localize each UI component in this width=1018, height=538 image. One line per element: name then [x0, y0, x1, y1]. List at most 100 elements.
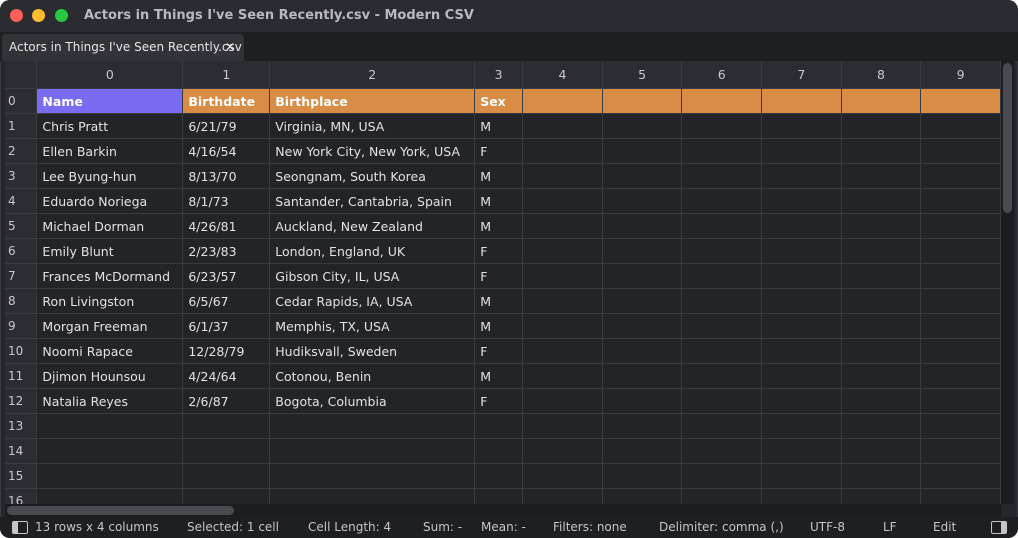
table-cell[interactable] [522, 363, 603, 389]
table-cell[interactable]: Memphis, TX, USA [269, 313, 476, 339]
horizontal-scrollbar[interactable] [5, 504, 1001, 517]
table-cell[interactable] [522, 263, 603, 289]
table-cell[interactable] [474, 463, 524, 489]
table-cell[interactable] [269, 438, 476, 464]
table-cell[interactable] [602, 188, 683, 214]
column-header[interactable]: 0 [36, 61, 184, 89]
column-header[interactable]: 3 [474, 61, 524, 89]
table-cell[interactable] [602, 288, 683, 314]
table-cell[interactable] [602, 263, 683, 289]
table-cell[interactable] [602, 88, 683, 114]
table-cell[interactable]: 6/23/57 [182, 263, 271, 289]
table-cell[interactable] [920, 238, 1001, 264]
table-cell[interactable]: M [474, 363, 524, 389]
row-number[interactable]: 3 [5, 163, 38, 189]
table-cell[interactable] [761, 213, 842, 239]
table-cell[interactable]: F [474, 263, 524, 289]
table-cell[interactable] [920, 88, 1001, 114]
table-cell[interactable]: 6/5/67 [182, 288, 271, 314]
table-cell[interactable] [182, 463, 271, 489]
table-cell[interactable] [681, 263, 763, 289]
table-cell[interactable] [522, 138, 603, 164]
table-cell[interactable] [522, 413, 603, 439]
table-cell[interactable] [602, 338, 683, 364]
table-cell[interactable] [761, 138, 842, 164]
table-cell[interactable] [841, 463, 922, 489]
table-cell[interactable]: New York City, New York, USA [269, 138, 476, 164]
table-cell[interactable] [920, 313, 1001, 339]
table-cell[interactable] [182, 413, 271, 439]
table-cell[interactable]: M [474, 113, 524, 139]
table-cell[interactable] [602, 113, 683, 139]
table-cell[interactable] [602, 138, 683, 164]
select-all-corner[interactable] [5, 61, 38, 89]
table-cell[interactable] [761, 313, 842, 339]
table-cell[interactable] [761, 113, 842, 139]
table-cell[interactable] [681, 463, 763, 489]
table-cell[interactable] [474, 413, 524, 439]
table-cell[interactable]: F [474, 138, 524, 164]
row-number[interactable]: 9 [5, 313, 38, 339]
table-cell[interactable]: M [474, 188, 524, 214]
table-cell[interactable] [681, 363, 763, 389]
table-cell[interactable] [761, 288, 842, 314]
table-cell[interactable] [474, 438, 524, 464]
table-cell[interactable]: Seongnam, South Korea [269, 163, 476, 189]
table-cell[interactable] [920, 413, 1001, 439]
table-cell[interactable] [522, 188, 603, 214]
table-cell[interactable]: Auckland, New Zealand [269, 213, 476, 239]
minimize-window-button[interactable] [32, 9, 45, 22]
row-number[interactable]: 1 [5, 113, 38, 139]
table-cell[interactable] [602, 388, 683, 414]
table-cell[interactable] [841, 263, 922, 289]
table-cell[interactable]: M [474, 163, 524, 189]
table-cell[interactable] [761, 338, 842, 364]
table-cell[interactable] [681, 313, 763, 339]
table-cell[interactable]: Santander, Cantabria, Spain [269, 188, 476, 214]
table-cell[interactable] [522, 113, 603, 139]
table-cell[interactable] [920, 388, 1001, 414]
table-cell[interactable] [920, 463, 1001, 489]
table-cell[interactable] [602, 488, 683, 504]
table-cell[interactable] [761, 163, 842, 189]
table-cell[interactable] [761, 363, 842, 389]
row-number[interactable]: 16 [5, 488, 38, 504]
table-cell[interactable] [841, 438, 922, 464]
file-tab[interactable]: Actors in Things I've Seen Recently.csv … [2, 34, 244, 61]
table-cell[interactable] [841, 113, 922, 139]
table-cell[interactable]: Ron Livingston [36, 288, 184, 314]
table-cell[interactable]: Chris Pratt [36, 113, 184, 139]
row-number[interactable]: 2 [5, 138, 38, 164]
left-panel-toggle-icon[interactable] [12, 521, 28, 534]
table-cell[interactable]: Birthplace [269, 88, 476, 114]
table-cell[interactable] [602, 163, 683, 189]
table-cell[interactable] [841, 363, 922, 389]
row-number[interactable]: 10 [5, 338, 38, 364]
table-cell[interactable]: 6/21/79 [182, 113, 271, 139]
table-cell[interactable] [602, 463, 683, 489]
maximize-window-button[interactable] [55, 9, 68, 22]
column-header[interactable]: 6 [681, 61, 763, 89]
table-cell[interactable]: F [474, 238, 524, 264]
table-cell[interactable] [36, 438, 184, 464]
table-cell[interactable]: Hudiksvall, Sweden [269, 338, 476, 364]
table-cell[interactable] [474, 488, 524, 504]
table-cell[interactable] [920, 288, 1001, 314]
column-header[interactable]: 9 [920, 61, 1001, 89]
table-cell[interactable] [761, 263, 842, 289]
table-cell[interactable] [602, 438, 683, 464]
table-cell[interactable] [522, 88, 603, 114]
table-cell[interactable] [920, 263, 1001, 289]
table-cell[interactable] [522, 338, 603, 364]
row-number[interactable]: 11 [5, 363, 38, 389]
row-number[interactable]: 4 [5, 188, 38, 214]
table-cell[interactable] [841, 88, 922, 114]
table-cell[interactable]: Ellen Barkin [36, 138, 184, 164]
table-cell[interactable] [841, 138, 922, 164]
table-cell[interactable] [602, 213, 683, 239]
table-cell[interactable]: 2/6/87 [182, 388, 271, 414]
table-cell[interactable] [522, 213, 603, 239]
table-cell[interactable]: 2/23/83 [182, 238, 271, 264]
table-cell[interactable] [182, 488, 271, 504]
table-cell[interactable] [602, 313, 683, 339]
